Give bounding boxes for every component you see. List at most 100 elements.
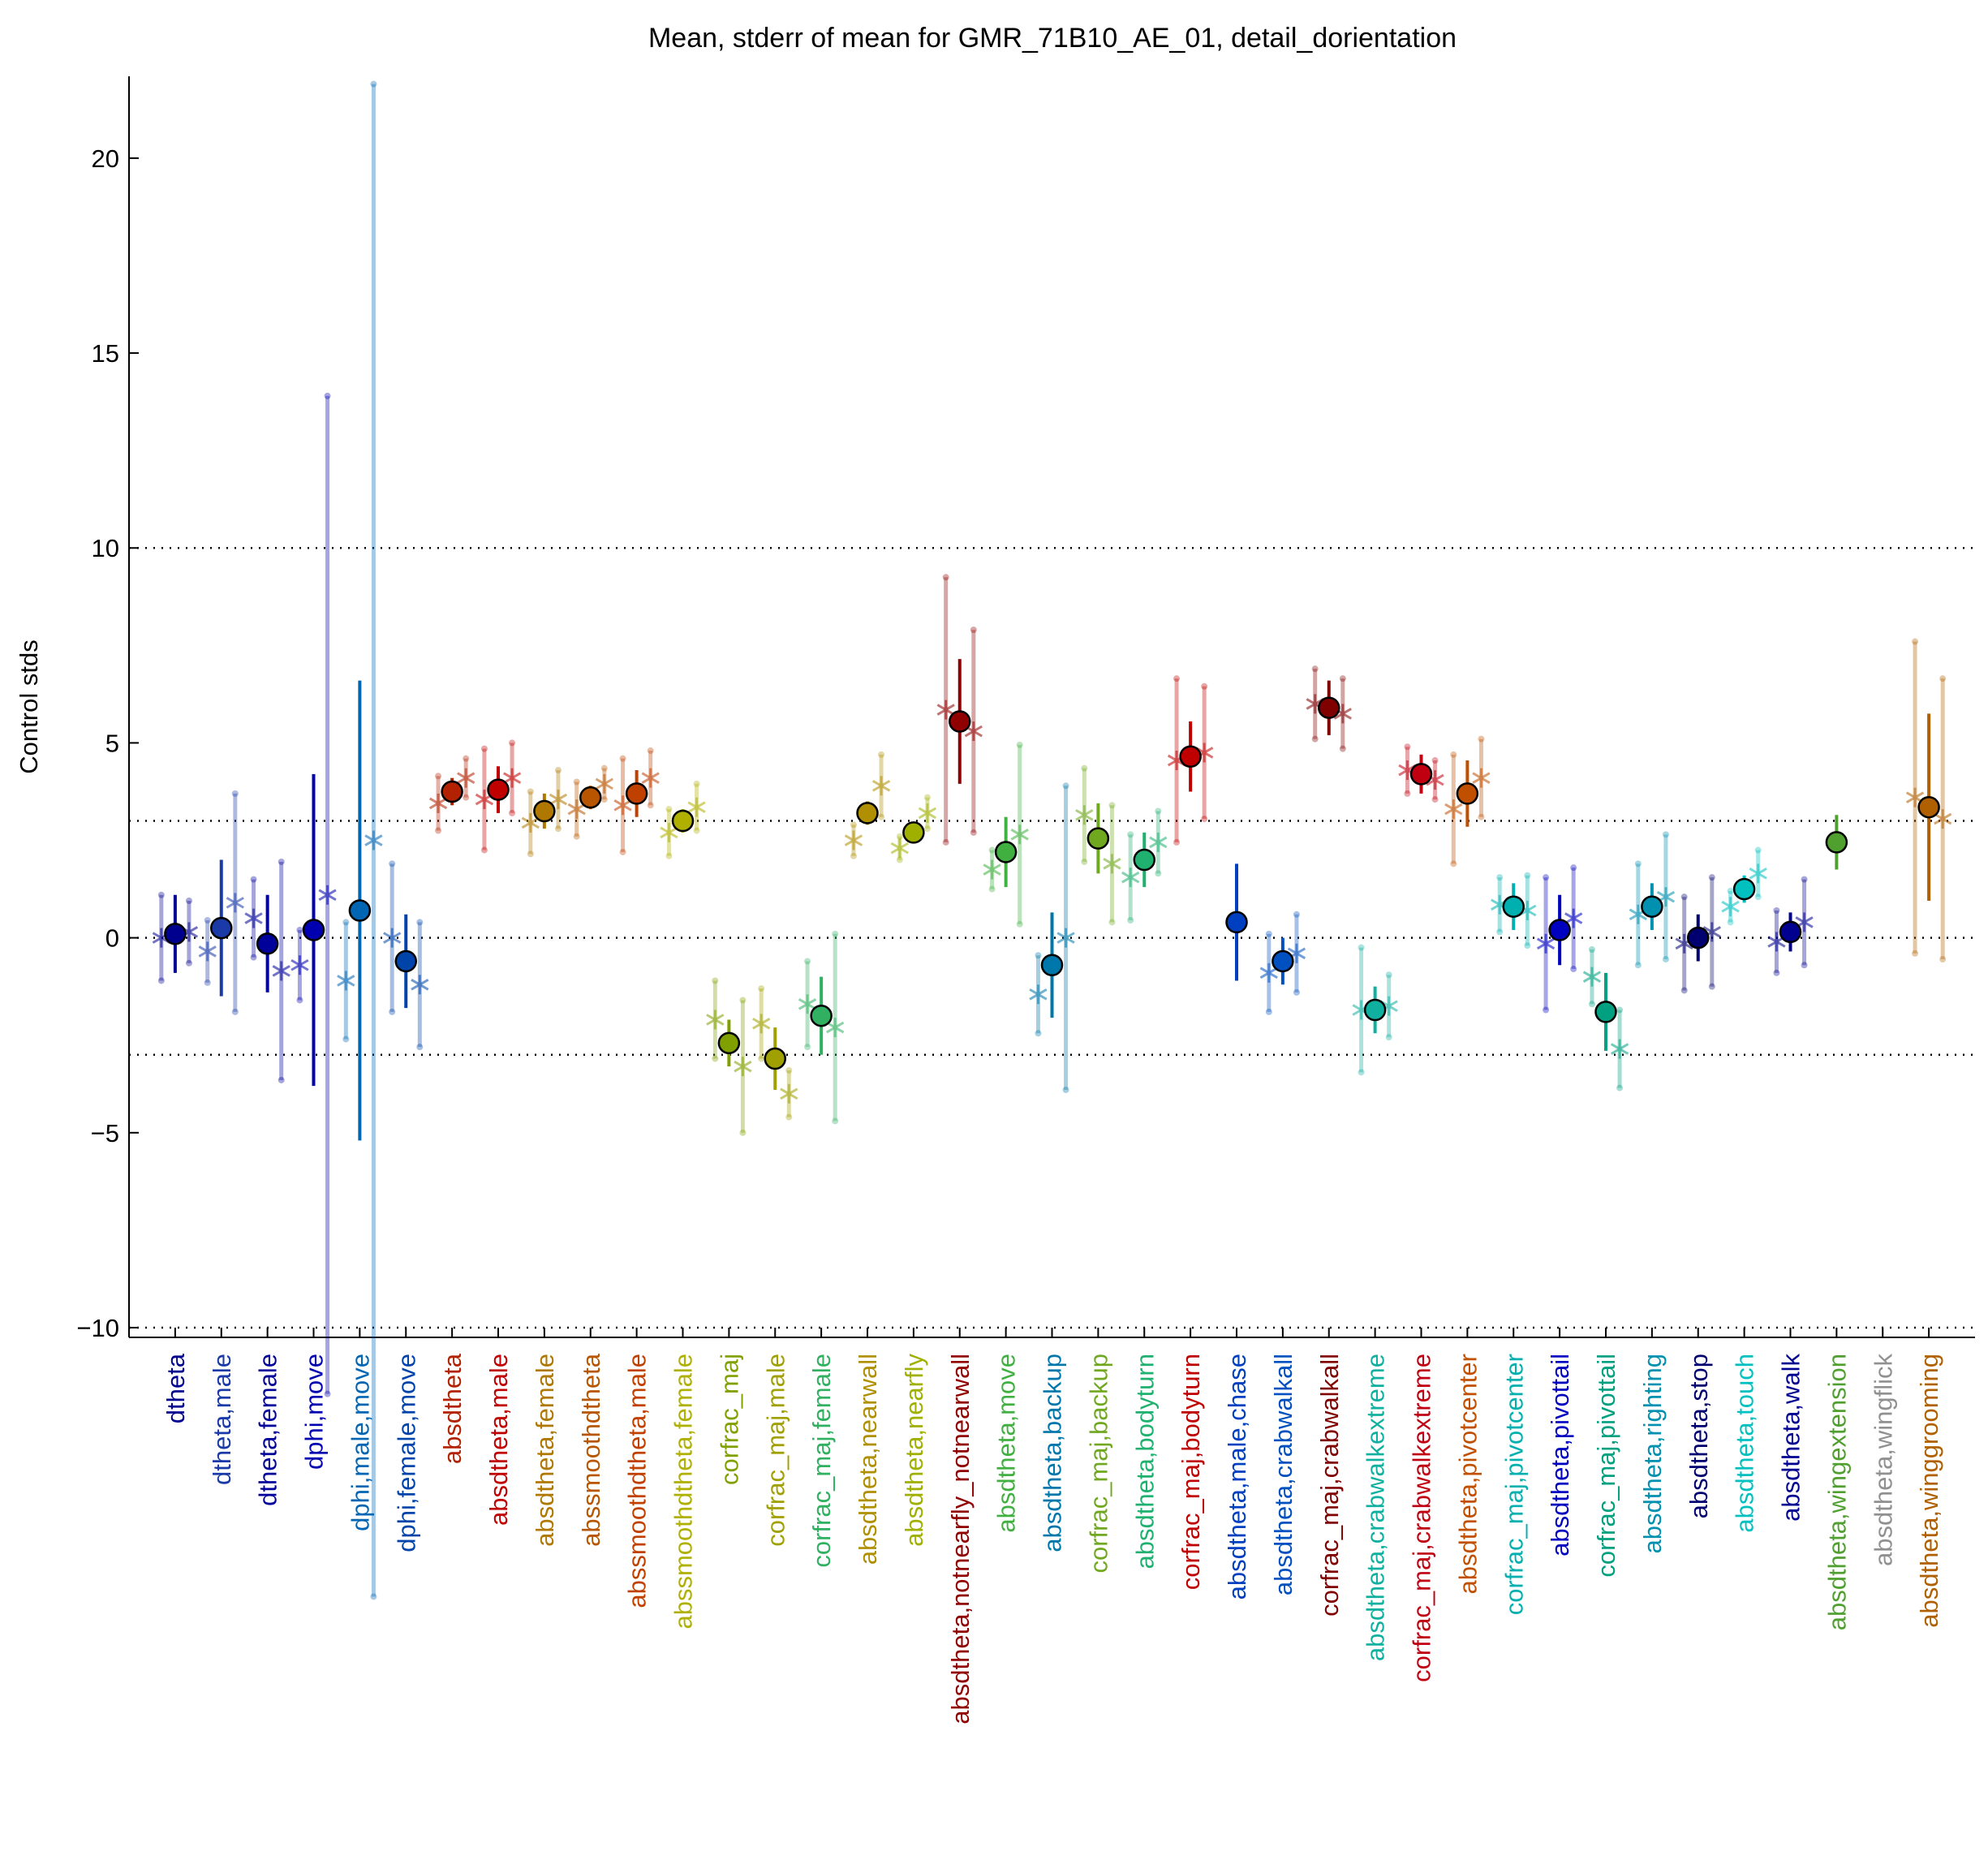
side-error-cap [804, 958, 811, 965]
side-error-cap [712, 977, 719, 984]
x-tick-label: dtheta [161, 1353, 190, 1423]
mean-point [856, 802, 879, 825]
x-tick-label: absdtheta,bodyturn [1130, 1354, 1159, 1569]
star-spoke [918, 807, 937, 820]
side-error-cap [509, 809, 516, 816]
side-error-cap [1081, 858, 1088, 865]
side-error-cap [1108, 919, 1116, 926]
side-error-cap [1680, 893, 1688, 901]
x-tick-label: absdtheta,move [992, 1354, 1021, 1533]
side-error-cap [463, 755, 470, 762]
side-error-cap [1081, 764, 1088, 772]
mean-point [625, 782, 648, 805]
side-error-cap [942, 574, 949, 581]
side-error-cap [416, 919, 424, 926]
x-tick-label: corfrac_maj,bodyturn [1177, 1354, 1205, 1590]
right-point [1010, 825, 1029, 845]
x-tick-label: dphi,move [300, 1354, 329, 1470]
right-point [1056, 928, 1075, 948]
y-tick-label: −10 [76, 1314, 119, 1342]
side-error-cap [527, 850, 534, 858]
side-error-cap [342, 1035, 350, 1043]
mean-point [1409, 763, 1433, 786]
x-tick-label: absdtheta,nearfly [900, 1354, 928, 1547]
side-error-cap [554, 825, 562, 833]
side-error-cap [1431, 757, 1439, 764]
side-error-cap [1912, 638, 1919, 645]
mean-point [810, 1004, 833, 1027]
side-error-cap [1127, 917, 1134, 924]
side-error-cap [1588, 946, 1595, 954]
x-tick-label: absdtheta,touch [1731, 1354, 1759, 1533]
mean-point [579, 786, 602, 809]
side-error-cap [896, 833, 903, 840]
star-spoke [734, 1060, 752, 1073]
side-error-cap [1062, 1086, 1069, 1093]
star-spoke [411, 978, 429, 991]
side-error-cap [554, 767, 562, 774]
left-point [613, 795, 632, 816]
x-tick-label: absdtheta,pivotcenter [1453, 1354, 1482, 1594]
side-error-cap [1201, 682, 1208, 690]
x-tick-label: absdtheta,pivottail [1546, 1354, 1574, 1556]
side-error-cap [1155, 807, 1162, 815]
side-error-cap [1035, 952, 1042, 959]
mean-point [441, 780, 463, 803]
star-spoke [936, 704, 955, 716]
mean-point [256, 932, 279, 955]
star-spoke [1287, 947, 1306, 960]
side-error-cap [619, 848, 626, 855]
side-error-cap [296, 927, 303, 934]
star-spoke [1767, 936, 1786, 948]
star-spoke [502, 772, 522, 784]
mean-point [1225, 911, 1248, 934]
x-tick-label: corfrac_maj,crabwalkall [1315, 1354, 1344, 1617]
side-error-cap [970, 626, 977, 634]
side-error-cap [1358, 944, 1365, 951]
right-point [780, 1083, 798, 1104]
right-point [1149, 832, 1168, 852]
star-spoke [1795, 916, 1814, 928]
star-spoke [1721, 900, 1740, 913]
mean-point [1732, 877, 1756, 901]
x-tick-label: absdtheta,stop [1685, 1354, 1713, 1518]
mean-point [1687, 926, 1710, 949]
side-error-cap [739, 997, 747, 1004]
side-error-cap [1108, 802, 1116, 809]
side-error-cap [389, 1008, 396, 1015]
right-point [734, 1057, 752, 1077]
star-spoke [198, 945, 217, 958]
left-point [1121, 868, 1140, 888]
side-error-cap [665, 852, 673, 859]
star-spoke [687, 801, 706, 813]
side-error-cap [1155, 870, 1162, 877]
side-error-cap [157, 891, 165, 898]
side-error-cap [712, 1055, 719, 1062]
side-error-cap [1385, 971, 1392, 979]
side-error-cap [1450, 860, 1457, 868]
right-point [318, 885, 337, 905]
left-point [567, 799, 586, 820]
x-tick-label: absdtheta,male,chase [1223, 1354, 1251, 1600]
side-error-cap [278, 858, 285, 865]
left-point [936, 700, 955, 720]
right-point [226, 893, 244, 913]
star-spoke [226, 897, 244, 909]
side-error-cap [1634, 860, 1642, 868]
side-error-cap [1016, 741, 1023, 748]
side-error-cap [1754, 893, 1762, 901]
side-error-cap [804, 1044, 811, 1051]
star-spoke [1472, 772, 1491, 784]
side-error-cap [988, 846, 996, 854]
star-spoke [549, 793, 568, 806]
side-error-cap [573, 833, 580, 840]
mean-point [902, 821, 925, 844]
x-tick-label: corfrac_maj,female [807, 1354, 836, 1568]
star-spoke [1056, 932, 1075, 944]
right-point [1472, 768, 1491, 788]
side-error-cap [878, 813, 885, 820]
star-spoke [364, 834, 383, 846]
star-spoke [1010, 829, 1029, 841]
side-error-cap [1616, 1084, 1624, 1091]
star-spoke [871, 779, 891, 792]
